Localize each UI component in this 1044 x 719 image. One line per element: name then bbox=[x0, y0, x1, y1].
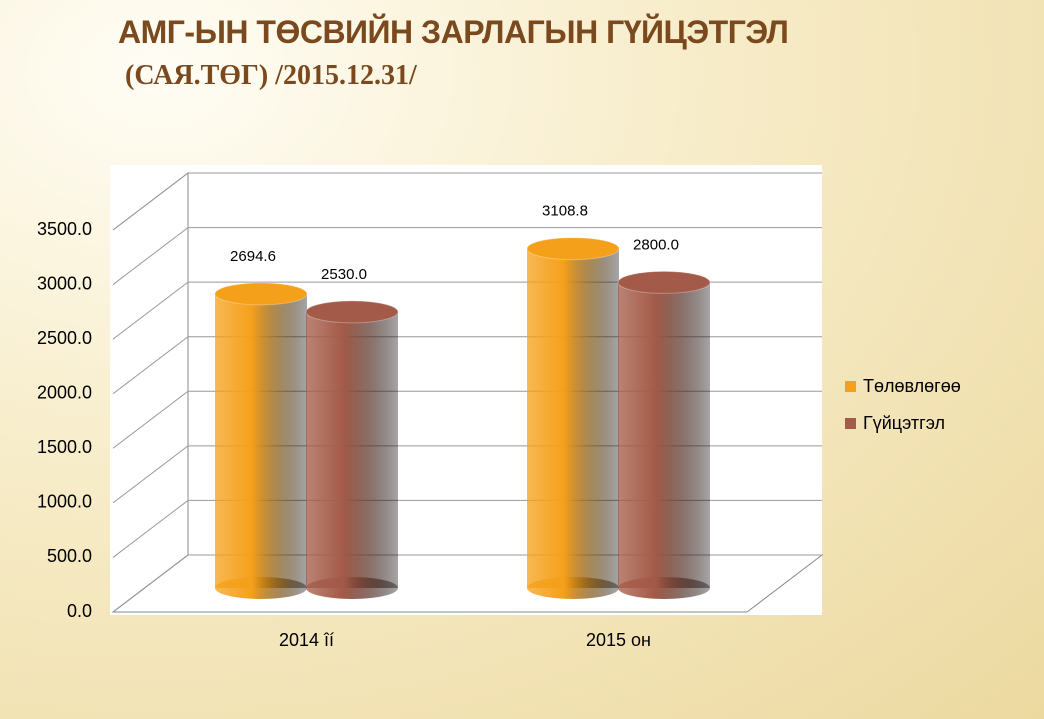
y-tick-label: 3500.0 bbox=[37, 219, 92, 239]
bar-top bbox=[214, 282, 308, 306]
x-tick-label: 2014 îí bbox=[279, 630, 334, 650]
y-tick-label: 1500.0 bbox=[37, 437, 92, 457]
value-label: 2800.0 bbox=[633, 236, 679, 253]
y-tick-label: 500.0 bbox=[47, 546, 92, 566]
y-tick-label: 0.0 bbox=[67, 601, 92, 621]
bar bbox=[306, 311, 398, 588]
bar-top bbox=[617, 270, 711, 294]
value-label: 2694.6 bbox=[230, 248, 276, 265]
value-label: 2530.0 bbox=[321, 266, 367, 283]
bar-top bbox=[526, 237, 620, 261]
legend-label: Төлөвлөгөө bbox=[863, 376, 961, 396]
legend-swatch bbox=[845, 381, 856, 392]
grid-line bbox=[112, 227, 822, 285]
grid-line bbox=[112, 172, 822, 231]
bar bbox=[527, 248, 619, 588]
y-tick-label: 3000.0 bbox=[37, 273, 92, 293]
bar bbox=[618, 282, 710, 588]
bar-top bbox=[305, 300, 399, 324]
y-tick-label: 1000.0 bbox=[37, 492, 92, 512]
chart-title: АМГ-ЫН ТӨСВИЙН ЗАРЛАГЫН ГҮЙЦЭТГЭЛ bbox=[118, 14, 789, 50]
bar bbox=[215, 293, 307, 588]
legend-swatch bbox=[845, 418, 856, 429]
chart-subtitle: (САЯ.ТӨГ) /2015.12.31/ bbox=[125, 60, 417, 91]
x-tick-label: 2015 он bbox=[586, 630, 651, 650]
y-tick-label: 2500.0 bbox=[37, 328, 92, 348]
y-tick-label: 2000.0 bbox=[37, 382, 92, 402]
value-label: 3108.8 bbox=[542, 203, 588, 220]
legend-label: Гүйцэтгэл bbox=[863, 413, 945, 433]
